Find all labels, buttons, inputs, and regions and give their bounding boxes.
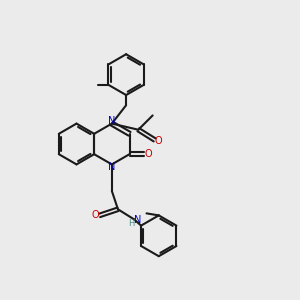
Text: O: O: [155, 136, 162, 146]
Text: N: N: [134, 215, 142, 225]
Text: O: O: [145, 149, 152, 159]
Text: O: O: [91, 210, 99, 220]
Text: H: H: [128, 220, 134, 229]
Text: N: N: [108, 116, 116, 127]
Text: N: N: [108, 161, 116, 172]
